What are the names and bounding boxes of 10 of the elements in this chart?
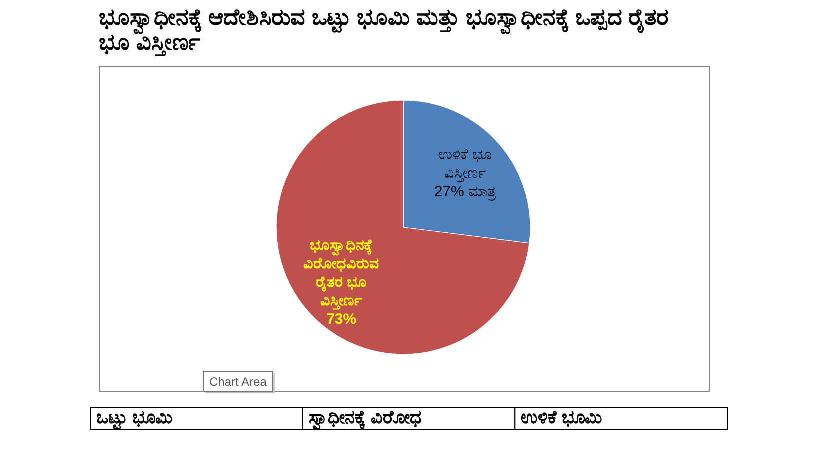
slice-label: ಭೂಸ್ವಾಧಿನಕ್ಕೆ ವಿರೋಧವಿರುವ ರೈತರ ಭೂ ವಿಸ್ತೀರ್ಣ: [304, 237, 380, 311]
slice-label: ಉಳಿಕೆ ಭೂ ವಿಸ್ತೀರ್ಣ: [438, 146, 493, 182]
chart-title: ಭೂಸ್ವಾಧೀನಕ್ಕೆ ಆದೇಶಿಸಿರುವ ಒಟ್ಟು ಭೂಮಿ ಮತ್ತು ಭೂಸ್ವಾಧೀನಕ್ಕೆ ಒಪ್ಪದ ರೈತರ ಭೂ ವಿಸ್ತೀರ್ಣ: [99, 4, 669, 57]
pie-slice: [276, 100, 530, 355]
data-label: 27% ಮಾತ್ರ: [434, 183, 497, 200]
text: ಒಟ್ಟು ಭೂಮಿ: [96, 408, 173, 430]
data-label: 73%: [326, 311, 357, 328]
text: Chart Area: [210, 375, 268, 389]
text: ಸ್ವಾಧೀನಕ್ಕೆ ವಿರೋಧ: [308, 408, 422, 430]
text: ಉಳಿಕೆ ಭೂಮಿ: [521, 408, 602, 428]
